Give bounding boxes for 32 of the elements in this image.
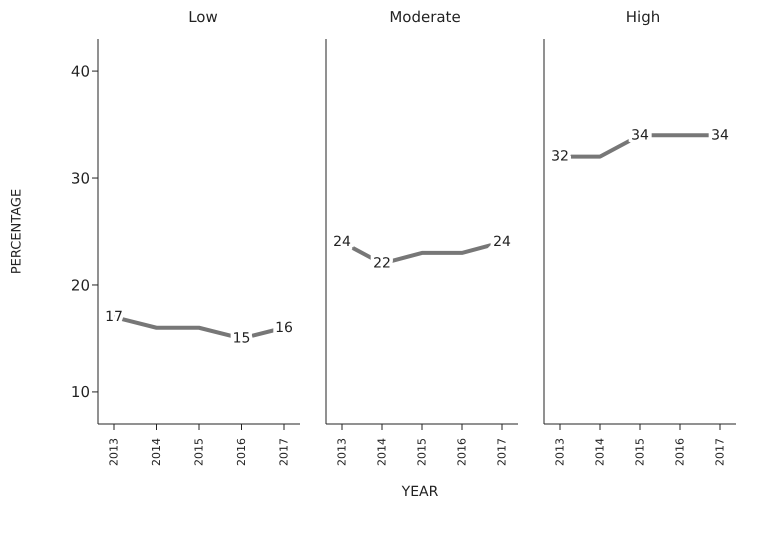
x-tick-label: 2014 [594, 438, 606, 466]
data-label: 24 [493, 234, 511, 250]
data-label: 34 [711, 127, 729, 144]
x-tick-label: 2017 [496, 438, 508, 466]
x-tick-label: 2016 [674, 438, 686, 466]
x-tick-label: 2015 [416, 438, 428, 466]
x-tick-label: 2014 [376, 438, 388, 466]
data-label: 17 [105, 309, 123, 326]
chart-title: High [624, 8, 662, 28]
x-tick-label: 2013 [336, 438, 348, 466]
data-label: 22 [373, 256, 391, 272]
x-tick-label: 2016 [235, 438, 248, 466]
x-tick-label: 2014 [150, 438, 163, 466]
data-label: 24 [333, 234, 351, 250]
x-tick-label: 2015 [634, 438, 646, 466]
x-tick-label: 2015 [192, 438, 206, 466]
data-label: 32 [551, 148, 569, 165]
x-tick-label: 2016 [456, 438, 468, 466]
x-tick-label: 2013 [108, 438, 120, 466]
y-axis-title: PERCENTAGE [10, 188, 25, 274]
data-label: 34 [631, 127, 649, 144]
x-tick-label: 2017 [714, 438, 726, 466]
y-tick-label: 20 [70, 276, 90, 294]
data-label: 16 [275, 320, 293, 336]
y-tick-label: 30 [70, 169, 90, 188]
x-tick-label: 2013 [554, 438, 566, 466]
y-tick-label: 10 [70, 383, 90, 402]
chart-title: Moderate [388, 8, 462, 28]
x-tick-label: 2017 [278, 438, 290, 466]
y-tick-label: 40 [70, 62, 90, 80]
chart-title: Low [187, 8, 219, 28]
x-axis-title: YEAR [400, 484, 440, 500]
